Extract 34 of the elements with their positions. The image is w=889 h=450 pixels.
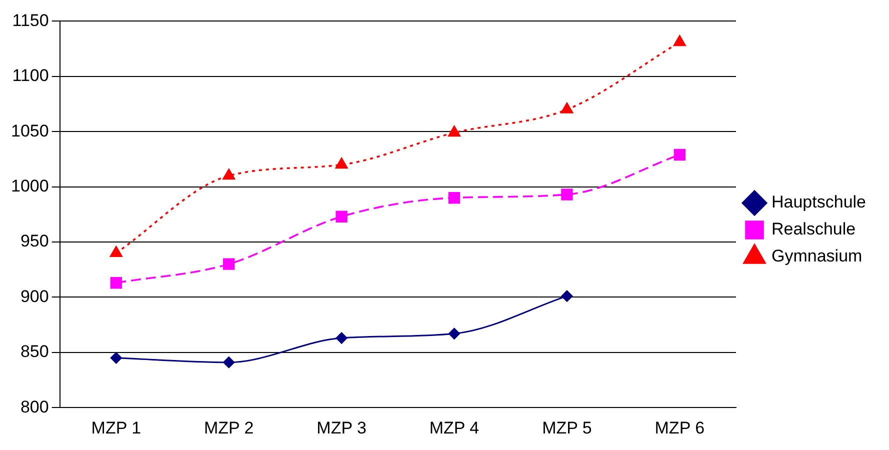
x-tick-label: MZP 1 [91,418,142,438]
x-tick-label: MZP 5 [542,418,592,438]
point [560,102,574,114]
y-tick-label: 1100 [12,66,49,86]
point [561,290,573,302]
x-tick-label: MZP 2 [204,418,254,438]
y-tick-label: 900 [20,286,49,306]
y-tick-label: 850 [20,342,49,362]
x-tick-label: MZP 4 [429,418,480,438]
point [223,258,235,270]
y-tick-label: 950 [20,232,49,251]
point [448,192,460,204]
point [110,277,122,289]
point [335,158,348,169]
point [336,210,348,222]
point [561,188,573,200]
point [674,148,686,161]
y-tick-label: 1000 [10,176,49,196]
point [448,328,460,340]
point [448,126,460,137]
y-tick-label: 1150 [12,10,49,30]
point [223,356,235,368]
x-tick-label: MZP 6 [654,418,705,438]
point [110,246,122,257]
y-tick-label: 800 [20,397,49,416]
point [336,332,348,344]
legend-label: Gymnasium [771,246,862,266]
legend-label: Hauptschule [771,192,866,212]
point [674,35,686,46]
x-tick-label: MZP 3 [316,418,366,438]
y-tick-label: 1050 [10,121,49,140]
point [110,352,122,364]
point [222,168,235,180]
legend-label: Realschule [771,220,856,239]
